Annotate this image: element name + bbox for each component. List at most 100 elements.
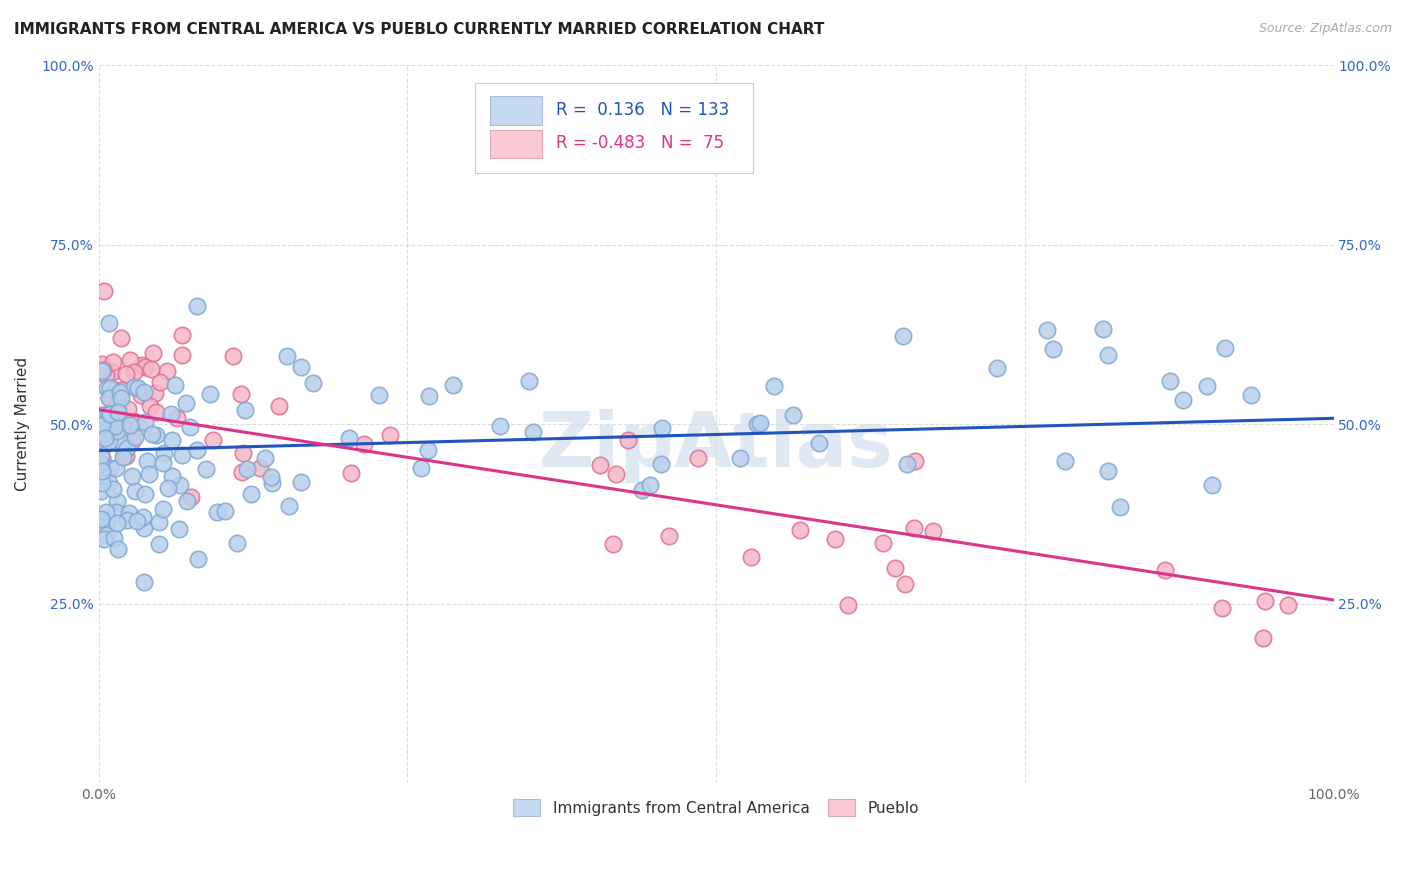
Point	[418, 389, 440, 403]
Point	[589, 458, 612, 473]
Point	[179, 420, 201, 434]
Point	[1109, 500, 1132, 515]
Point	[134, 415, 156, 429]
Point	[162, 469, 184, 483]
Bar	[491, 96, 541, 125]
Text: IMMIGRANTS FROM CENTRAL AMERICA VS PUEBLO CURRENTLY MARRIED CORRELATION CHART: IMMIGRANTS FROM CENTRAL AMERICA VS PUEBL…	[14, 22, 824, 37]
Point	[127, 381, 149, 395]
Point	[152, 456, 174, 470]
Point	[186, 442, 208, 457]
Point	[638, 478, 661, 492]
Point	[260, 475, 283, 490]
Point	[132, 575, 155, 590]
Point	[90, 456, 112, 470]
Point	[121, 434, 143, 448]
Point	[145, 427, 167, 442]
Point	[368, 387, 391, 401]
Point	[107, 394, 129, 409]
Point	[728, 450, 751, 465]
Point	[90, 449, 112, 463]
Text: R = -0.483   N =  75: R = -0.483 N = 75	[555, 134, 724, 152]
Point	[148, 537, 170, 551]
Point	[90, 464, 112, 478]
Point	[124, 429, 146, 443]
Point	[686, 451, 709, 466]
Y-axis label: Currently Married: Currently Married	[15, 357, 30, 491]
Point	[1042, 342, 1064, 356]
Point	[152, 502, 174, 516]
Point	[156, 364, 179, 378]
Point	[1097, 464, 1119, 478]
Point	[111, 434, 134, 449]
Point	[249, 460, 271, 475]
Bar	[491, 129, 541, 159]
Point	[789, 523, 811, 537]
Point	[1211, 601, 1233, 615]
Point	[807, 436, 830, 450]
Point	[1154, 563, 1177, 577]
Point	[378, 428, 401, 442]
Point	[98, 391, 121, 405]
Point	[1277, 598, 1299, 612]
Point	[290, 475, 312, 490]
Point	[226, 536, 249, 550]
Point	[115, 368, 138, 382]
Point	[141, 362, 163, 376]
Point	[762, 378, 785, 392]
Point	[195, 462, 218, 476]
Point	[782, 408, 804, 422]
Point	[740, 550, 762, 565]
Point	[1053, 454, 1076, 468]
Point	[170, 449, 193, 463]
Point	[96, 429, 118, 443]
Point	[416, 443, 439, 458]
Point	[117, 401, 139, 416]
Point	[91, 427, 114, 442]
Point	[103, 531, 125, 545]
Point	[883, 560, 905, 574]
Point	[1197, 378, 1219, 392]
Point	[824, 532, 846, 546]
Point	[94, 425, 117, 440]
Point	[91, 426, 114, 441]
Point	[229, 387, 252, 401]
Point	[96, 381, 118, 395]
Point	[91, 430, 114, 444]
Point	[98, 392, 121, 406]
Point	[231, 465, 253, 479]
Point	[139, 399, 162, 413]
Point	[120, 417, 142, 432]
Point	[651, 421, 673, 435]
Point	[91, 462, 114, 476]
Point	[91, 441, 114, 455]
Point	[94, 368, 117, 382]
Point	[98, 407, 121, 421]
Point	[894, 576, 917, 591]
Point	[172, 348, 194, 362]
Point	[97, 434, 120, 448]
Point	[98, 381, 121, 395]
Point	[180, 490, 202, 504]
Point	[1097, 348, 1119, 362]
Point	[110, 331, 132, 345]
Point	[107, 412, 129, 426]
Text: ZipAtlas: ZipAtlas	[538, 409, 893, 483]
Point	[91, 417, 114, 432]
Point	[163, 377, 186, 392]
Point	[91, 357, 114, 371]
Point	[353, 437, 375, 451]
Point	[91, 475, 114, 490]
Point	[104, 461, 127, 475]
Point	[893, 328, 915, 343]
Point	[176, 494, 198, 508]
Point	[132, 521, 155, 535]
Point	[107, 405, 129, 419]
Point	[110, 384, 132, 399]
Point	[107, 541, 129, 556]
Point	[605, 467, 627, 481]
Point	[630, 483, 652, 497]
Point	[117, 513, 139, 527]
Point	[441, 378, 464, 392]
Point	[93, 285, 115, 299]
Point	[105, 494, 128, 508]
